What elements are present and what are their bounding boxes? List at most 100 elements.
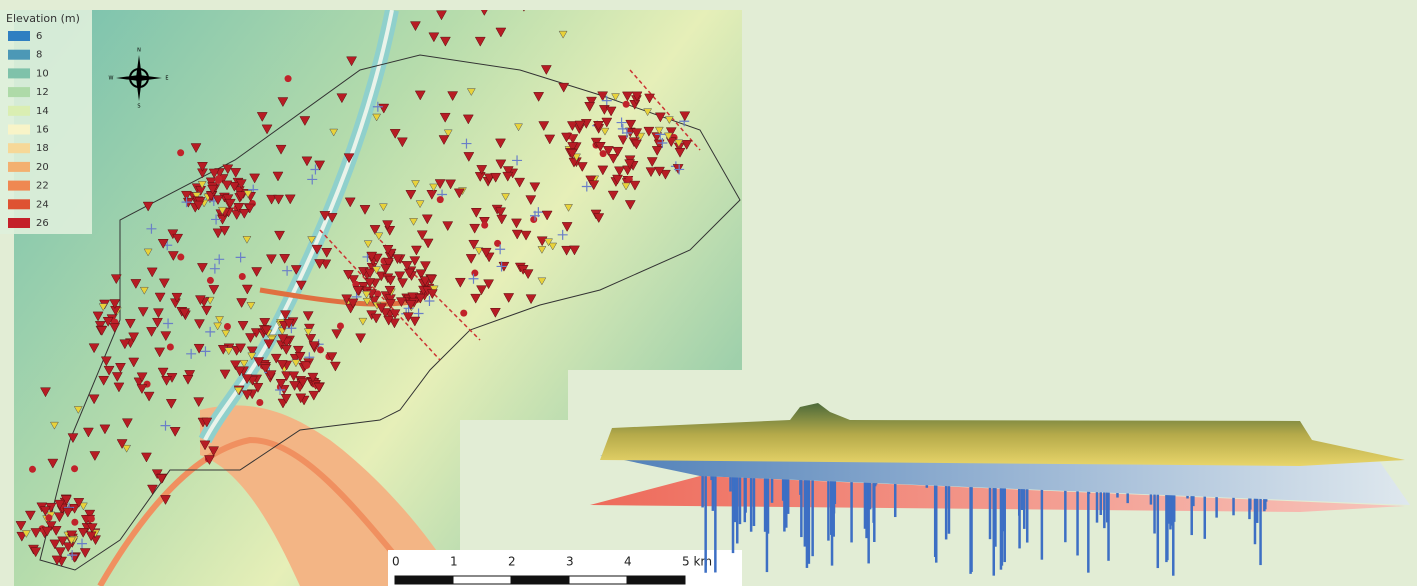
well-marker — [426, 274, 438, 285]
well-marker — [511, 229, 523, 240]
well-marker — [362, 297, 372, 306]
well-marker — [379, 308, 391, 319]
well-marker — [314, 160, 326, 171]
well-marker — [385, 299, 396, 309]
well-marker — [139, 286, 149, 295]
well-marker — [617, 135, 629, 146]
well-marker — [211, 214, 222, 225]
borehole — [1025, 466, 1029, 543]
well-marker — [631, 128, 643, 139]
well-marker — [654, 126, 664, 135]
well-marker — [612, 146, 624, 157]
well-marker — [621, 182, 631, 191]
well-marker — [157, 239, 169, 249]
well-marker — [405, 300, 417, 310]
legend-swatch — [8, 218, 30, 228]
well-marker — [128, 357, 140, 368]
legend-label: 8 — [36, 50, 42, 61]
well-marker — [71, 465, 79, 473]
well-marker — [217, 206, 227, 215]
well-marker — [289, 381, 301, 391]
well-marker — [274, 230, 285, 241]
legend-title: Elevation (m) — [6, 12, 80, 25]
borehole — [1002, 467, 1005, 532]
well-marker — [78, 502, 88, 511]
well-marker — [438, 135, 450, 146]
well-marker — [207, 184, 219, 195]
well-marker — [261, 325, 272, 336]
borehole — [736, 465, 739, 544]
well-marker — [284, 75, 292, 83]
well-marker — [277, 97, 289, 108]
well-marker — [597, 91, 609, 102]
well-marker — [295, 393, 307, 404]
well-marker — [246, 302, 256, 310]
well-marker — [331, 329, 343, 340]
well-marker — [73, 498, 85, 508]
well-marker — [119, 339, 131, 350]
well-marker — [67, 536, 76, 545]
well-marker — [265, 254, 277, 265]
well-marker — [585, 175, 597, 186]
legend-swatch — [8, 105, 30, 116]
well-marker — [616, 117, 627, 128]
well-marker — [395, 297, 407, 308]
well-marker — [49, 539, 61, 550]
well-marker — [136, 372, 148, 383]
well-marker — [355, 333, 367, 344]
well-marker — [558, 82, 570, 93]
legend-label: 22 — [36, 181, 49, 192]
well-marker — [261, 124, 273, 135]
well-marker — [520, 230, 532, 241]
well-marker — [115, 363, 126, 373]
study-boundary — [39, 54, 741, 571]
well-marker — [445, 179, 457, 190]
well-marker — [593, 213, 605, 224]
legend-swatch — [8, 68, 30, 79]
well-marker — [522, 269, 534, 280]
well-marker — [71, 518, 79, 526]
well-marker — [607, 154, 619, 164]
well-marker — [82, 427, 94, 438]
well-marker — [260, 364, 271, 374]
well-marker — [541, 210, 553, 221]
well-marker — [96, 326, 108, 336]
well-marker — [544, 238, 553, 247]
borehole — [1087, 465, 1090, 573]
well-marker — [471, 269, 479, 277]
well-marker — [494, 239, 502, 247]
well-marker — [305, 334, 317, 344]
well-marker — [558, 30, 568, 39]
borehole — [738, 463, 742, 525]
well-marker — [540, 65, 552, 75]
well-marker — [235, 179, 247, 190]
well-marker — [495, 207, 507, 218]
borehole — [1203, 466, 1207, 539]
borehole — [994, 466, 997, 547]
well-marker — [303, 361, 311, 369]
well-marker — [234, 366, 246, 377]
well-marker — [480, 247, 492, 258]
well-marker — [336, 322, 344, 330]
well-marker — [419, 261, 431, 272]
well-marker — [197, 162, 208, 172]
well-marker — [416, 230, 428, 241]
well-marker — [77, 538, 88, 549]
well-marker — [468, 239, 480, 250]
scale-segment — [452, 575, 512, 585]
well-marker — [292, 345, 304, 356]
well-marker — [374, 290, 382, 298]
well-marker — [359, 205, 371, 215]
borehole — [711, 461, 715, 511]
well-marker — [143, 391, 155, 402]
well-marker — [602, 146, 614, 156]
well-marker — [313, 382, 325, 393]
well-marker — [358, 317, 368, 326]
well-marker — [502, 171, 514, 182]
well-marker — [233, 203, 245, 213]
well-marker — [280, 310, 291, 321]
scale-label: 3 — [566, 555, 574, 569]
legend-swatch — [8, 143, 30, 154]
well-marker — [410, 21, 421, 32]
well-marker — [501, 193, 511, 201]
